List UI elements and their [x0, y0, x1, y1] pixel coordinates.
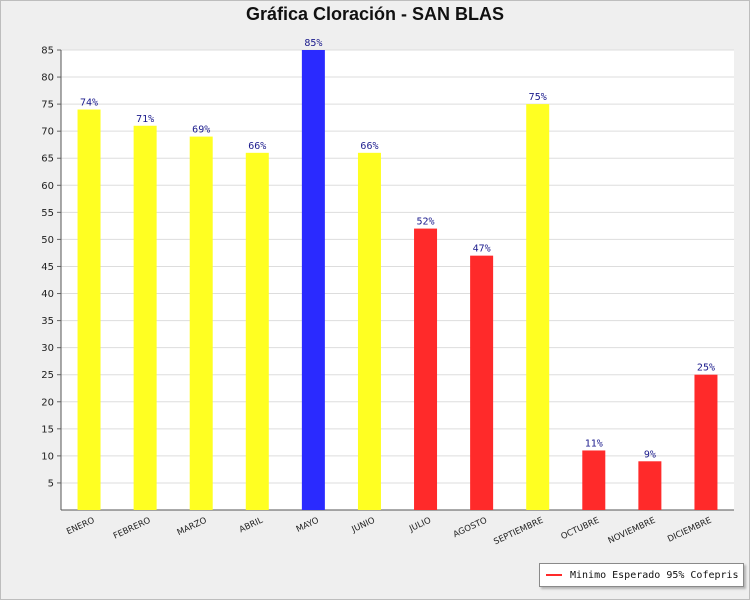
bar-febrero	[133, 125, 157, 510]
data-label: 47%	[473, 244, 491, 255]
y-tick-label: 20	[41, 397, 54, 408]
y-tick-label: 35	[41, 316, 54, 327]
chart-title: Gráfica Cloración - SAN BLAS	[245, 4, 505, 24]
legend-swatch-icon	[546, 574, 562, 576]
y-tick-label: 75	[41, 100, 54, 111]
bar-enero	[77, 109, 101, 510]
x-tick-label: JUNIO	[350, 516, 377, 536]
x-tick-label: ENERO	[65, 516, 96, 538]
data-label: 66%	[360, 141, 378, 152]
x-tick-label: FEBRERO	[112, 516, 153, 542]
x-tick-label: MAYO	[295, 516, 321, 535]
x-tick-label: SEPTIEMBRE	[492, 516, 545, 548]
x-tick-label: DICIEMBRE	[666, 516, 713, 545]
bar-mayo	[301, 50, 325, 510]
y-tick-label: 50	[41, 235, 54, 246]
data-label: 52%	[417, 217, 435, 228]
legend: Minimo Esperado 95% Cofepris	[539, 563, 744, 587]
data-label: 66%	[248, 141, 266, 152]
bar-octubre	[582, 450, 606, 510]
data-label: 74%	[80, 98, 98, 109]
bar-marzo	[189, 136, 213, 510]
y-tick-label: 40	[41, 289, 54, 300]
x-tick-label: MARZO	[176, 516, 209, 539]
y-tick-label: 15	[41, 424, 54, 435]
bar-agosto	[470, 255, 494, 510]
data-label: 69%	[192, 125, 210, 136]
y-tick-label: 70	[41, 127, 54, 138]
x-tick-label: JULIO	[407, 516, 433, 535]
x-tick-label: AGOSTO	[452, 516, 489, 541]
y-tick-label: 45	[41, 262, 54, 273]
data-label: 9%	[644, 449, 656, 460]
bar-junio	[357, 152, 381, 510]
y-tick-label: 5	[48, 478, 54, 489]
data-label: 25%	[697, 363, 715, 374]
data-label: 75%	[529, 92, 547, 103]
x-tick-label: ABRIL	[238, 516, 265, 536]
data-label: 11%	[585, 438, 603, 449]
y-tick-label: 55	[41, 208, 54, 219]
x-tick-label: OCTUBRE	[560, 516, 602, 542]
plot-area	[61, 50, 734, 510]
y-tick-label: 85	[41, 46, 54, 57]
data-label: 71%	[136, 114, 154, 125]
data-label: 85%	[304, 38, 322, 49]
y-tick-label: 65	[41, 154, 54, 165]
bar-julio	[414, 228, 438, 510]
bar-abril	[245, 152, 269, 510]
y-tick-label: 30	[41, 343, 54, 354]
y-tick-label: 80	[41, 73, 54, 84]
legend-label: Minimo Esperado 95% Cofepris	[570, 569, 739, 581]
bar-septiembre	[526, 104, 550, 510]
y-tick-label: 60	[41, 181, 54, 192]
y-tick-label: 25	[41, 370, 54, 381]
bar-diciembre	[694, 374, 718, 510]
bar-noviembre	[638, 461, 662, 510]
x-tick-label: NOVIEMBRE	[607, 516, 657, 547]
y-tick-label: 10	[41, 451, 54, 462]
